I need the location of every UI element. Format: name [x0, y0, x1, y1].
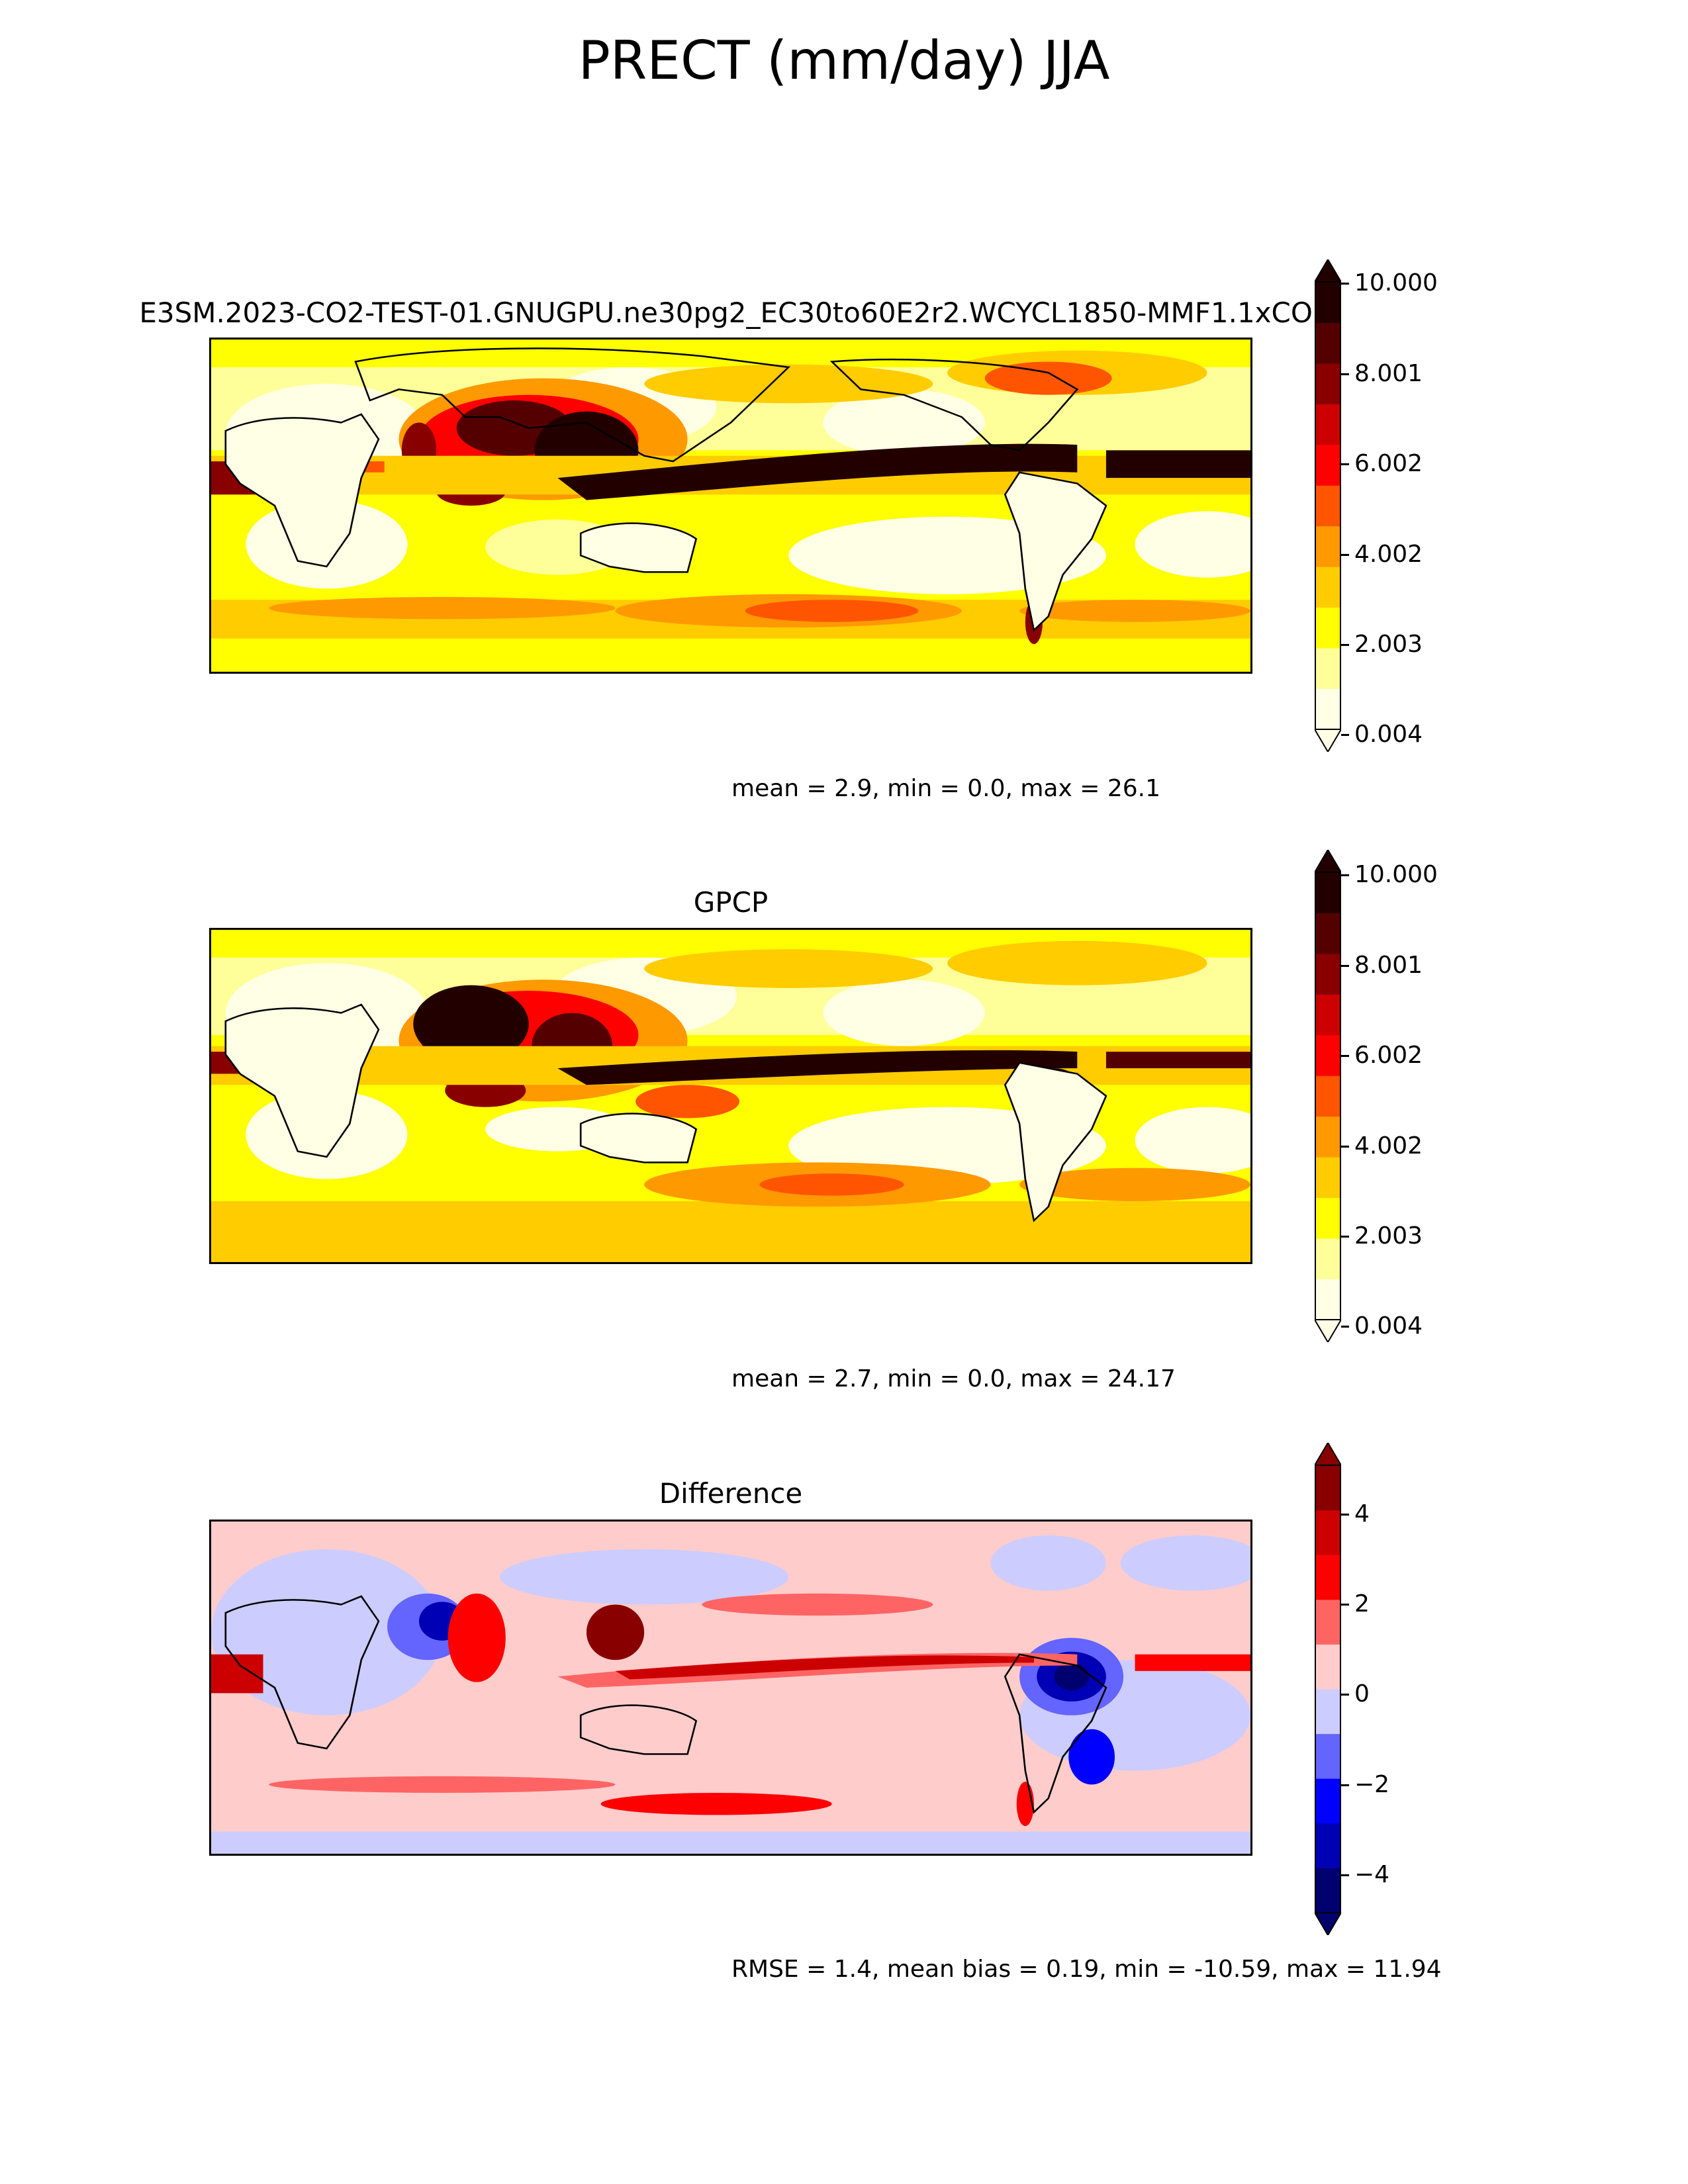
- colorbar-tick-label: 2.003: [1354, 1224, 1423, 1248]
- ref-map-field: [211, 930, 1250, 1262]
- ref-colorbar: [1315, 850, 1341, 1342]
- colorbar-swatch: [1315, 689, 1341, 730]
- colorbar-tick-label: −2: [1354, 1773, 1389, 1797]
- colorbar-extend-low: [1315, 729, 1341, 752]
- test-precip-map: [209, 338, 1252, 674]
- colorbar-extend-high: [1315, 850, 1341, 872]
- test-map-field: [211, 340, 1250, 672]
- colorbar-tick-label: 2.003: [1354, 633, 1423, 657]
- colorbar-swatch: [1315, 648, 1341, 689]
- colorbar-swatch: [1315, 282, 1341, 323]
- colorbar-swatch: [1315, 872, 1341, 913]
- colorbar-tick-label: 4: [1354, 1502, 1370, 1526]
- colorbar-swatch: [1315, 1734, 1341, 1779]
- test-stats: mean = 2.9, min = 0.0, max = 26.1: [731, 777, 1160, 801]
- colorbar-tick-label: 2: [1354, 1592, 1370, 1616]
- diff-panel-title: Difference: [209, 1480, 1252, 1508]
- colorbar-tick-mark: [1341, 463, 1349, 465]
- test-panel-title: E3SM.2023-CO2-TEST-01.GNUGPU.ne30pg2_EC3…: [26, 299, 1443, 327]
- colorbar-swatch: [1315, 404, 1341, 445]
- colorbar-swatch: [1315, 1157, 1341, 1198]
- colorbar-tick-mark: [1341, 1236, 1349, 1238]
- colorbar-tick-label: 10.000: [1354, 863, 1438, 887]
- colorbar-swatch: [1315, 994, 1341, 1035]
- colorbar-tick-label: 10.000: [1354, 271, 1438, 295]
- colorbar-swatch: [1315, 954, 1341, 995]
- colorbar-tick-label: 0.004: [1354, 1314, 1423, 1338]
- diff-colorbar-swatches: [1315, 1443, 1341, 1935]
- colorbar-tick-mark: [1341, 1055, 1349, 1057]
- colorbar-tick-label: 6.002: [1354, 452, 1423, 476]
- colorbar-tick-label: 8.001: [1354, 362, 1423, 386]
- diff-stats: RMSE = 1.4, mean bias = 0.19, min = -10.…: [731, 1958, 1442, 1981]
- colorbar-swatch: [1315, 1198, 1341, 1239]
- colorbar-tick-mark: [1341, 1784, 1349, 1786]
- colorbar-swatch: [1315, 1116, 1341, 1158]
- colorbar-swatch: [1315, 1644, 1341, 1689]
- colorbar-swatch: [1315, 1075, 1341, 1116]
- colorbar-extend-high: [1315, 1443, 1341, 1465]
- ref-stats: mean = 2.7, min = 0.0, max = 24.17: [731, 1367, 1176, 1391]
- colorbar-tick-mark: [1341, 734, 1349, 736]
- colorbar-tick-mark: [1341, 1146, 1349, 1148]
- colorbar-swatch: [1315, 1238, 1341, 1279]
- colorbar-swatch: [1315, 1778, 1341, 1823]
- test-colorbar-swatches: [1315, 259, 1341, 752]
- colorbar-swatch: [1315, 1465, 1341, 1510]
- colorbar-tick-mark: [1341, 644, 1349, 646]
- ref-precip-map: [209, 928, 1252, 1264]
- colorbar-swatch: [1315, 1868, 1341, 1913]
- test-colorbar: [1315, 259, 1341, 752]
- colorbar-tick-mark: [1341, 1694, 1349, 1696]
- colorbar-swatch: [1315, 1823, 1341, 1868]
- colorbar-tick-label: 8.001: [1354, 954, 1423, 978]
- figure-title: PRECT (mm/day) JJA: [0, 34, 1688, 87]
- colorbar-tick-label: 4.002: [1354, 543, 1423, 567]
- colorbar-tick-label: 0.004: [1354, 723, 1423, 747]
- colorbar-tick-mark: [1341, 554, 1349, 556]
- ref-colorbar-swatches: [1315, 850, 1341, 1342]
- colorbar-swatch: [1315, 1510, 1341, 1555]
- colorbar-swatch: [1315, 526, 1341, 567]
- colorbar-extend-high: [1315, 259, 1341, 282]
- colorbar-tick-mark: [1341, 965, 1349, 967]
- colorbar-swatch: [1315, 1035, 1341, 1076]
- colorbar-tick-mark: [1341, 1874, 1349, 1876]
- colorbar-tick-mark: [1341, 1604, 1349, 1606]
- colorbar-tick-label: −4: [1354, 1863, 1389, 1887]
- colorbar-tick-label: 0: [1354, 1682, 1370, 1706]
- colorbar-extend-low: [1315, 1913, 1341, 1935]
- colorbar-swatch: [1315, 608, 1341, 649]
- diff-map-field: [211, 1522, 1250, 1854]
- colorbar-swatch: [1315, 1600, 1341, 1645]
- colorbar-tick-mark: [1341, 1514, 1349, 1516]
- colorbar-swatch: [1315, 322, 1341, 363]
- colorbar-tick-mark: [1341, 373, 1349, 375]
- colorbar-swatch: [1315, 1555, 1341, 1600]
- colorbar-tick-label: 4.002: [1354, 1134, 1423, 1158]
- colorbar-tick-mark: [1341, 874, 1349, 876]
- colorbar-tick-mark: [1341, 1326, 1349, 1328]
- diff-precip-map: [209, 1520, 1252, 1856]
- colorbar-swatch: [1315, 1689, 1341, 1734]
- colorbar-swatch: [1315, 913, 1341, 954]
- colorbar-swatch: [1315, 485, 1341, 526]
- colorbar-swatch: [1315, 363, 1341, 404]
- colorbar-swatch: [1315, 1279, 1341, 1320]
- colorbar-extend-low: [1315, 1320, 1341, 1342]
- colorbar-tick-label: 6.002: [1354, 1044, 1423, 1068]
- colorbar-swatch: [1315, 567, 1341, 608]
- diff-colorbar: [1315, 1443, 1341, 1935]
- colorbar-tick-mark: [1341, 283, 1349, 285]
- ref-panel-title: GPCP: [209, 889, 1252, 917]
- colorbar-swatch: [1315, 445, 1341, 486]
